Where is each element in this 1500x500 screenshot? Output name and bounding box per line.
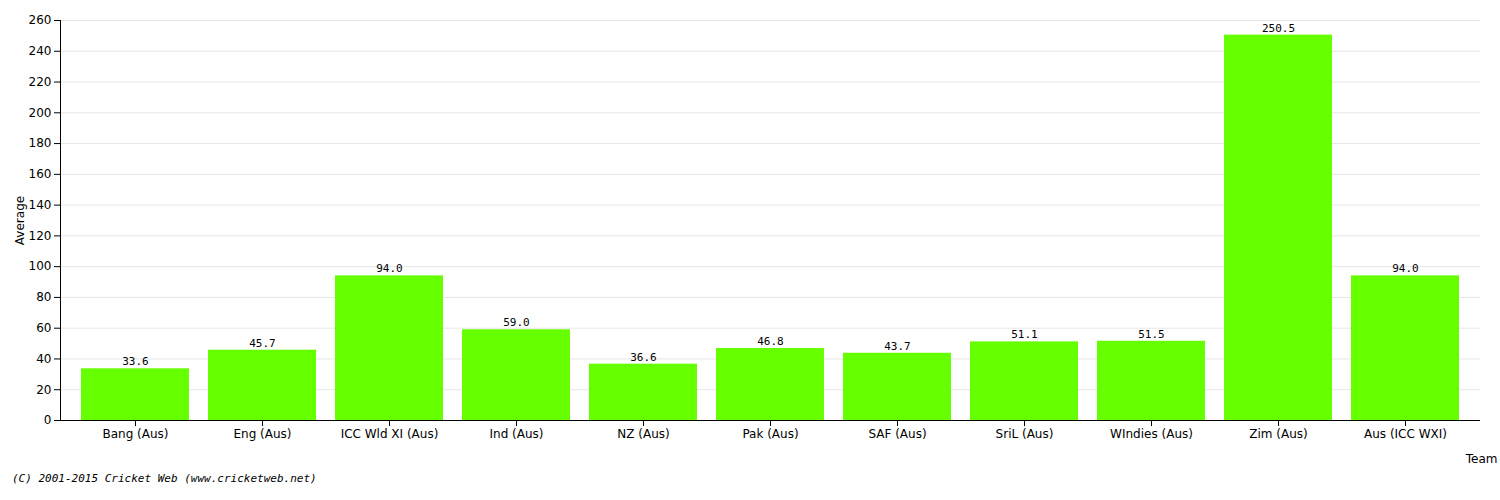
- svg-text:36.6: 36.6: [630, 351, 657, 364]
- svg-text:46.8: 46.8: [757, 335, 784, 348]
- svg-text:Average: Average: [13, 196, 27, 245]
- svg-text:WIndies (Aus): WIndies (Aus): [1110, 427, 1193, 441]
- svg-text:Ind (Aus): Ind (Aus): [489, 427, 543, 441]
- svg-text:0: 0: [44, 413, 52, 427]
- svg-text:40: 40: [36, 352, 51, 366]
- svg-text:180: 180: [29, 136, 52, 150]
- svg-text:SAF (Aus): SAF (Aus): [868, 427, 926, 441]
- svg-text:94.0: 94.0: [1392, 262, 1419, 275]
- svg-text:59.0: 59.0: [503, 316, 530, 329]
- svg-text:160: 160: [29, 167, 52, 181]
- svg-text:Pak (Aus): Pak (Aus): [742, 427, 798, 441]
- svg-text:Bang (Aus): Bang (Aus): [102, 427, 168, 441]
- svg-text:Zim (Aus): Zim (Aus): [1249, 427, 1308, 441]
- svg-text:ICC Wld XI (Aus): ICC Wld XI (Aus): [341, 427, 439, 441]
- svg-text:240: 240: [29, 44, 52, 58]
- svg-text:120: 120: [29, 229, 52, 243]
- svg-text:140: 140: [29, 198, 52, 212]
- svg-text:94.0: 94.0: [376, 262, 403, 275]
- svg-text:Aus (ICC WXI): Aus (ICC WXI): [1364, 427, 1447, 441]
- html-text:(C) 2001-2015 Cricket Web (www: (C) 2001-2015 Cricket Web (www.cricketwe…: [12, 472, 317, 485]
- svg-text:45.7: 45.7: [249, 337, 276, 350]
- svg-text:20: 20: [36, 383, 51, 397]
- svg-text:Eng (Aus): Eng (Aus): [233, 427, 291, 441]
- svg-text:200: 200: [29, 106, 52, 120]
- svg-text:SriL (Aus): SriL (Aus): [996, 427, 1054, 441]
- svg-text:51.1: 51.1: [1011, 328, 1038, 341]
- svg-text:220: 220: [29, 75, 52, 89]
- svg-text:250.5: 250.5: [1262, 22, 1295, 35]
- svg-text:NZ (Aus): NZ (Aus): [617, 427, 669, 441]
- svg-text:51.5: 51.5: [1138, 328, 1165, 341]
- svg-text:43.7: 43.7: [884, 340, 911, 353]
- svg-text:100: 100: [29, 259, 52, 273]
- svg-text:80: 80: [36, 290, 51, 304]
- svg-text:60: 60: [36, 321, 51, 335]
- svg-text:260: 260: [29, 13, 52, 27]
- svg-text:Team: Team: [1465, 452, 1498, 466]
- svg-text:33.6: 33.6: [122, 355, 149, 368]
